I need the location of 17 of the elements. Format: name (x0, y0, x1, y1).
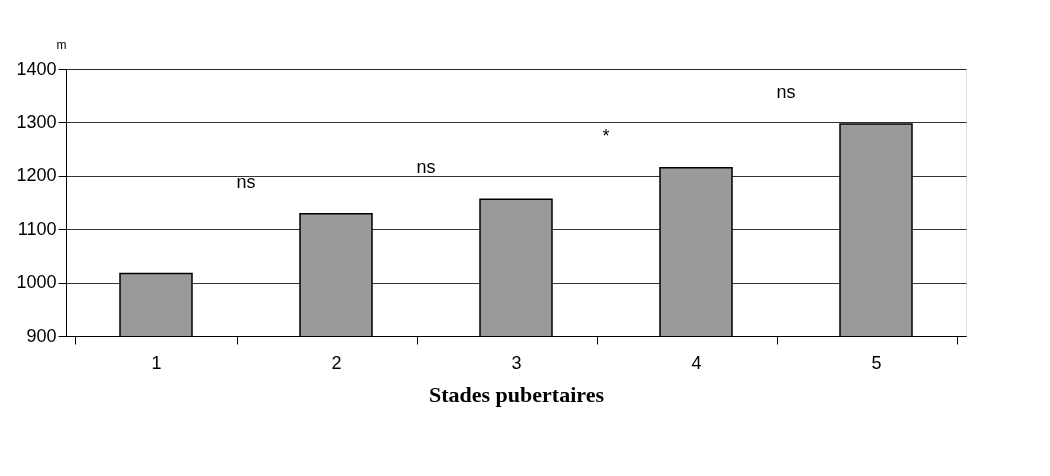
y-tick-label: 1400 (16, 58, 57, 79)
x-tick-label: 4 (691, 352, 702, 373)
annotation: ns (236, 171, 256, 192)
y-axis-title: m (56, 37, 67, 52)
x-tick-label: 3 (511, 352, 522, 373)
y-tick-label: 1100 (17, 218, 57, 239)
annotation: ns (776, 82, 796, 102)
y-tick-label: 1300 (16, 111, 57, 132)
annotation: * (602, 125, 610, 146)
y-tick-label: 1200 (16, 165, 57, 186)
x-tick-label: 1 (151, 352, 162, 373)
y-tick-label: 1000 (16, 272, 57, 293)
x-tick-label: 2 (331, 352, 342, 373)
annotation: ns (416, 157, 436, 178)
y-tick-label: 900 (26, 325, 57, 346)
x-axis-title: Stades pubertaires (429, 381, 605, 407)
x-tick-label: 5 (871, 352, 882, 373)
